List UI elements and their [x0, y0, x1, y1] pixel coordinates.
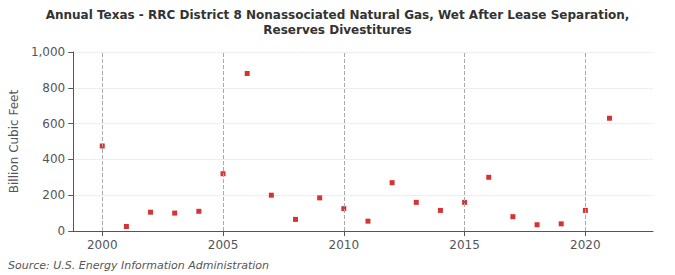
svg-text:Reserves Divestitures: Reserves Divestitures [263, 23, 411, 37]
svg-text:Billion Cubic Feet: Billion Cubic Feet [7, 90, 21, 194]
svg-text:Annual Texas - RRC District 8: Annual Texas - RRC District 8 Nonassocia… [46, 8, 630, 22]
svg-text:Source: U.S. Energy Informatio: Source: U.S. Energy Information Administ… [8, 259, 269, 272]
svg-text:2020: 2020 [570, 238, 601, 252]
svg-text:2010: 2010 [329, 238, 360, 252]
svg-text:800: 800 [42, 81, 65, 95]
svg-text:2000: 2000 [87, 238, 118, 252]
svg-text:1,000: 1,000 [31, 45, 65, 59]
svg-text:400: 400 [42, 152, 65, 166]
svg-text:2015: 2015 [449, 238, 480, 252]
svg-text:2005: 2005 [208, 238, 239, 252]
svg-text:200: 200 [42, 188, 65, 202]
svg-text:600: 600 [42, 117, 65, 131]
svg-text:0: 0 [58, 224, 66, 238]
